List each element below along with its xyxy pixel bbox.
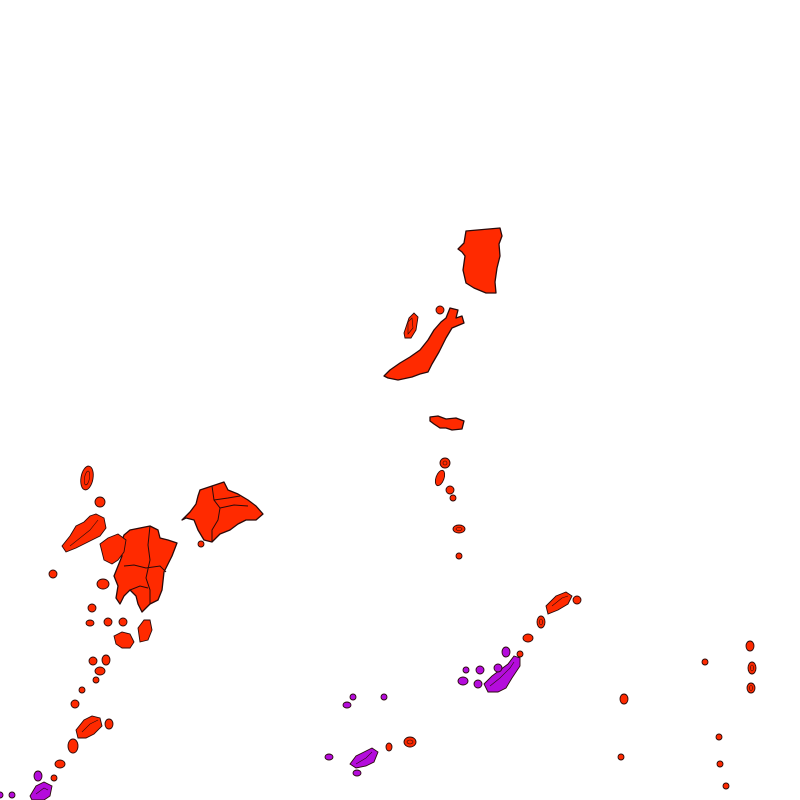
ne-border-1 <box>211 485 221 542</box>
island-w12[interactable] <box>137 619 153 643</box>
mainland-block-northeast[interactable] <box>181 481 264 543</box>
purple-islet-3[interactable] <box>475 665 485 675</box>
islet-se8[interactable] <box>619 693 629 705</box>
purple-islet-5[interactable] <box>457 676 469 686</box>
islet-se10[interactable] <box>701 658 709 666</box>
purple-islet-1[interactable] <box>501 646 511 658</box>
purple-islet-14[interactable] <box>33 770 43 782</box>
purple-islet-12[interactable] <box>352 769 362 777</box>
islet-c6[interactable] <box>455 552 463 560</box>
islet-w20[interactable] <box>104 718 114 730</box>
islet-w24[interactable] <box>197 540 205 548</box>
islet-w8[interactable] <box>85 619 95 627</box>
mainland-border-1 <box>145 525 151 604</box>
islet-w22[interactable] <box>54 759 66 769</box>
mid-island[interactable] <box>429 415 465 431</box>
islet-c1[interactable] <box>439 457 451 469</box>
islet-w13[interactable] <box>88 656 98 666</box>
island-w3[interactable] <box>61 513 107 553</box>
islet-se5[interactable] <box>516 650 524 658</box>
islet-c3[interactable] <box>445 485 455 495</box>
island-w11[interactable] <box>113 631 135 649</box>
islet-n1[interactable] <box>435 305 445 315</box>
islet-se3[interactable] <box>536 615 546 629</box>
islet-w23[interactable] <box>50 774 58 782</box>
island-w4[interactable] <box>99 533 127 565</box>
purple-islet-15[interactable] <box>8 791 16 799</box>
purple-islet-9[interactable] <box>342 701 352 709</box>
peninsula-island[interactable] <box>383 307 465 381</box>
islet-c2[interactable] <box>434 469 447 487</box>
islet-c4[interactable] <box>449 494 457 502</box>
ne-border-2 <box>213 495 241 501</box>
island-w19[interactable] <box>75 715 103 739</box>
purple-islet-16[interactable] <box>0 791 4 799</box>
mainland-border-2 <box>123 564 167 573</box>
islet-c5[interactable] <box>452 524 466 534</box>
islet-w10[interactable] <box>118 617 128 627</box>
islet-se12[interactable] <box>747 661 757 675</box>
purple-islet-11[interactable] <box>324 753 334 761</box>
island-se1[interactable] <box>545 591 573 615</box>
islet-w7[interactable] <box>87 603 97 613</box>
purple-islet-6[interactable] <box>473 679 483 689</box>
islet-w14[interactable] <box>101 654 111 666</box>
islet-se7[interactable] <box>385 742 393 752</box>
ne-border-3 <box>219 504 249 509</box>
purple-regions <box>0 646 521 800</box>
islet-se4[interactable] <box>522 633 534 643</box>
purple-island-10[interactable] <box>349 747 379 769</box>
purple-island-13[interactable] <box>29 781 53 800</box>
purple-islet-7[interactable] <box>349 693 357 701</box>
purple-islet-4[interactable] <box>462 666 470 674</box>
purple-islet-8[interactable] <box>380 693 388 701</box>
islet-w15[interactable] <box>94 666 106 676</box>
purple-islet-2[interactable] <box>493 663 503 673</box>
islet-w9[interactable] <box>103 617 113 627</box>
islet-se2[interactable] <box>572 595 582 605</box>
islet-se6[interactable] <box>403 736 417 748</box>
islet-se16[interactable] <box>722 782 730 790</box>
islet-se9[interactable] <box>617 753 625 761</box>
islet-w16[interactable] <box>92 676 100 684</box>
islet-w2[interactable] <box>94 496 106 508</box>
islet-se15[interactable] <box>716 760 724 768</box>
purple-main-island[interactable] <box>483 655 521 693</box>
red-regions <box>48 227 757 790</box>
islet-w17[interactable] <box>78 686 86 694</box>
islet-se14[interactable] <box>715 733 723 741</box>
islet-w6[interactable] <box>96 578 110 590</box>
islet-cores <box>35 317 754 795</box>
mainland-block-south[interactable] <box>113 525 178 613</box>
west-elongated-island[interactable] <box>403 312 419 339</box>
islet-se13[interactable] <box>746 682 756 694</box>
islet-se11[interactable] <box>745 640 755 652</box>
islet-w1[interactable] <box>79 465 95 491</box>
islet-w5[interactable] <box>48 569 58 579</box>
mainland-border-3 <box>129 585 149 591</box>
islet-w18[interactable] <box>70 699 80 709</box>
islet-w21[interactable] <box>67 738 79 754</box>
north-island[interactable] <box>457 227 503 294</box>
